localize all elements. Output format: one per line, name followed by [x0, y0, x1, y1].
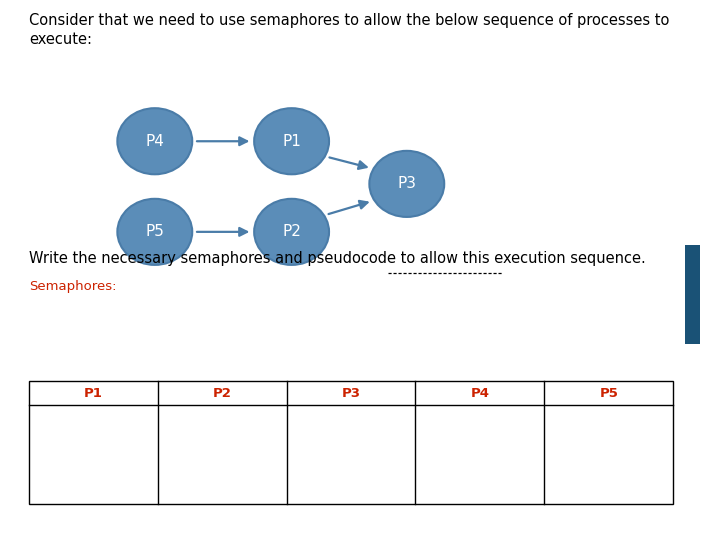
Ellipse shape — [117, 199, 192, 265]
Text: Write the necessary semaphores and pseudocode to allow this execution sequence.: Write the necessary semaphores and pseud… — [29, 251, 646, 265]
Bar — [685, 245, 700, 344]
Text: P5: P5 — [145, 224, 164, 239]
Text: P5: P5 — [599, 386, 618, 400]
Text: P1: P1 — [84, 386, 103, 400]
Bar — [29, 381, 673, 504]
Ellipse shape — [117, 108, 192, 174]
Text: P2: P2 — [282, 224, 301, 239]
Text: P3: P3 — [341, 386, 361, 400]
Text: Write the necessary semaphores and pseudocode: Write the necessary semaphores and pseud… — [29, 251, 396, 265]
Ellipse shape — [369, 151, 444, 217]
Text: Semaphores:: Semaphores: — [29, 280, 117, 293]
Text: Consider that we need to use semaphores to allow the below sequence of processes: Consider that we need to use semaphores … — [29, 13, 669, 28]
Ellipse shape — [254, 108, 329, 174]
Text: P4: P4 — [470, 386, 490, 400]
Text: P4: P4 — [145, 134, 164, 149]
Text: P1: P1 — [282, 134, 301, 149]
Text: P3: P3 — [397, 176, 416, 191]
Text: P2: P2 — [212, 386, 232, 400]
Text: execute:: execute: — [29, 32, 92, 47]
Ellipse shape — [254, 199, 329, 265]
Text: Write the necessary semaphores and: Write the necessary semaphores and — [29, 251, 307, 265]
